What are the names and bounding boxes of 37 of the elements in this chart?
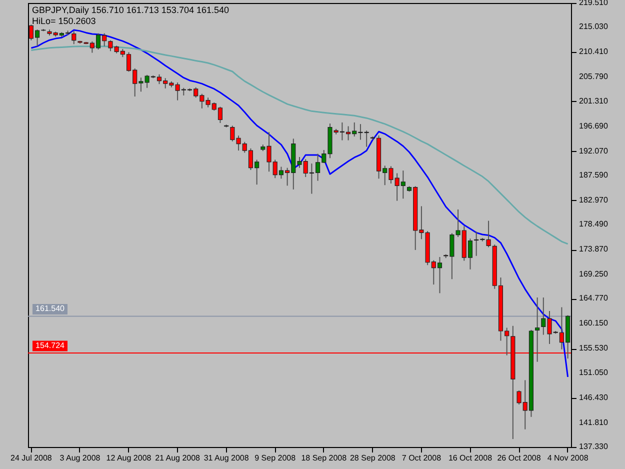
x-tick-label: 16 Oct 2008 <box>448 454 493 462</box>
y-tick-label: 215.030 <box>579 22 608 32</box>
x-tick-label: 26 Oct 2008 <box>497 454 542 462</box>
y-tick-label: 178.490 <box>579 220 608 229</box>
x-tick-label: 3 Aug 2008 <box>60 454 101 462</box>
y-tick-label: 182.970 <box>579 195 608 204</box>
y-tick-label: 146.430 <box>579 392 608 402</box>
y-tick-label: 205.790 <box>579 72 608 82</box>
y-tick-label: 137.330 <box>579 442 608 451</box>
y-tick-label: 160.150 <box>579 318 608 328</box>
x-tick-label: 7 Oct 2008 <box>402 454 442 462</box>
x-tick-label: 31 Aug 2008 <box>204 454 250 462</box>
candlestick <box>535 297 540 362</box>
x-tick-label: 18 Sep 2008 <box>301 454 348 462</box>
x-tick-label: 9 Sep 2008 <box>254 454 296 462</box>
x-tick-label: 24 Jul 2008 <box>10 454 52 462</box>
y-tick-label: 169.250 <box>579 270 608 279</box>
line-series <box>30 29 569 378</box>
y-tick-label: 192.070 <box>579 146 608 156</box>
y-tick-label: 187.590 <box>579 170 608 180</box>
y-tick-label: 155.530 <box>579 344 608 353</box>
y-tick-label: 210.410 <box>579 47 608 56</box>
candlestick <box>72 30 76 45</box>
y-tick-label: 151.050 <box>579 368 608 377</box>
ref-line-label: 154.724 <box>36 341 66 350</box>
y-tick-label: 164.770 <box>579 294 608 303</box>
x-tick-label: 28 Sep 2008 <box>350 454 396 462</box>
x-tick-label: 12 Aug 2008 <box>106 454 152 462</box>
text: HiLo= 150.2603 <box>32 16 96 26</box>
x-tick-label: 4 Nov 2008 <box>547 454 589 462</box>
y-tick-label: 196.690 <box>579 121 608 130</box>
y-tick-label: 201.310 <box>579 96 608 106</box>
x-tick-label: 21 Aug 2008 <box>155 454 201 462</box>
y-tick-label: 141.810 <box>579 418 608 427</box>
y-tick-label: 173.870 <box>579 244 608 254</box>
ref-line-label: 161.540 <box>36 304 66 314</box>
chart-title: GBPJPY,Daily 156.710 161.713 153.704 161.540 <box>32 5 229 15</box>
